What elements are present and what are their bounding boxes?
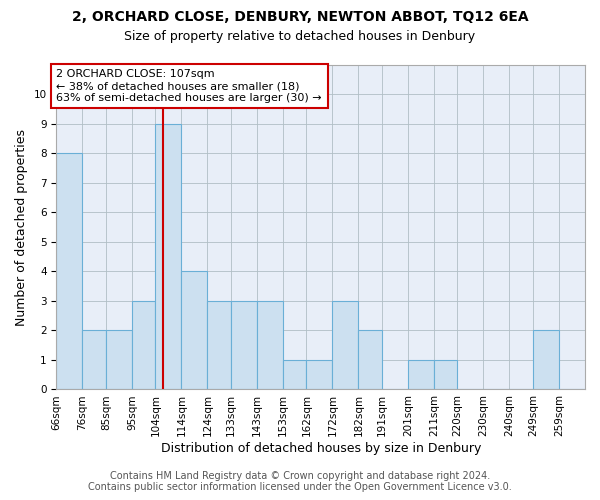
Bar — [132, 301, 155, 390]
Bar — [106, 330, 132, 390]
Text: Size of property relative to detached houses in Denbury: Size of property relative to detached ho… — [124, 30, 476, 43]
Text: 2 ORCHARD CLOSE: 107sqm
← 38% of detached houses are smaller (18)
63% of semi-de: 2 ORCHARD CLOSE: 107sqm ← 38% of detache… — [56, 70, 322, 102]
Bar — [283, 360, 307, 390]
Text: 2, ORCHARD CLOSE, DENBURY, NEWTON ABBOT, TQ12 6EA: 2, ORCHARD CLOSE, DENBURY, NEWTON ABBOT,… — [71, 10, 529, 24]
Bar — [208, 301, 231, 390]
Bar — [155, 124, 181, 390]
Bar — [533, 330, 559, 390]
Bar — [181, 272, 208, 390]
Bar — [56, 154, 82, 390]
Bar — [257, 301, 283, 390]
X-axis label: Distribution of detached houses by size in Denbury: Distribution of detached houses by size … — [161, 442, 481, 455]
Bar — [332, 301, 358, 390]
Bar — [358, 330, 382, 390]
Bar — [408, 360, 434, 390]
Bar — [231, 301, 257, 390]
Bar — [307, 360, 332, 390]
Text: Contains HM Land Registry data © Crown copyright and database right 2024.
Contai: Contains HM Land Registry data © Crown c… — [88, 471, 512, 492]
Y-axis label: Number of detached properties: Number of detached properties — [15, 128, 28, 326]
Bar — [82, 330, 106, 390]
Bar — [434, 360, 457, 390]
